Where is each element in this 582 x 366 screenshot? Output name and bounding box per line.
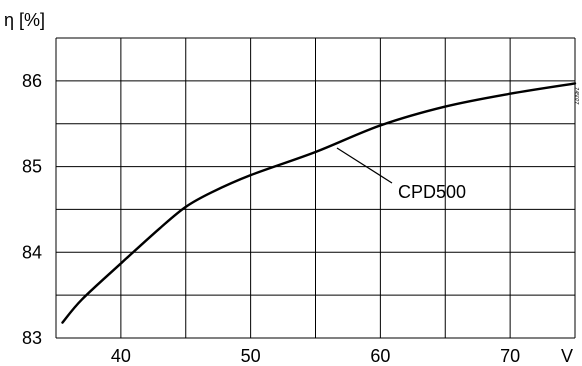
x-axis-label: V	[561, 346, 573, 366]
series-line	[61, 82, 577, 324]
y-tick-label: 84	[22, 242, 42, 262]
y-tick-label: 83	[22, 328, 42, 348]
x-tick-label: 60	[370, 346, 390, 366]
y-axis-ticks: 83 84 85 86	[22, 71, 42, 348]
chart-grid	[55, 37, 576, 339]
y-axis-label: η [%]	[4, 10, 45, 30]
side-code: Z4502Z	[573, 87, 579, 104]
x-axis-ticks: 40 50 60 70	[111, 346, 520, 366]
series-annotation-leader	[336, 147, 393, 184]
series-annotation-label: CPD500	[398, 182, 466, 202]
y-tick-label: 86	[22, 71, 42, 91]
x-tick-label: 40	[111, 346, 131, 366]
series-layer	[61, 82, 577, 324]
y-tick-label: 85	[22, 157, 42, 177]
x-tick-label: 70	[500, 346, 520, 366]
x-tick-label: 50	[241, 346, 261, 366]
